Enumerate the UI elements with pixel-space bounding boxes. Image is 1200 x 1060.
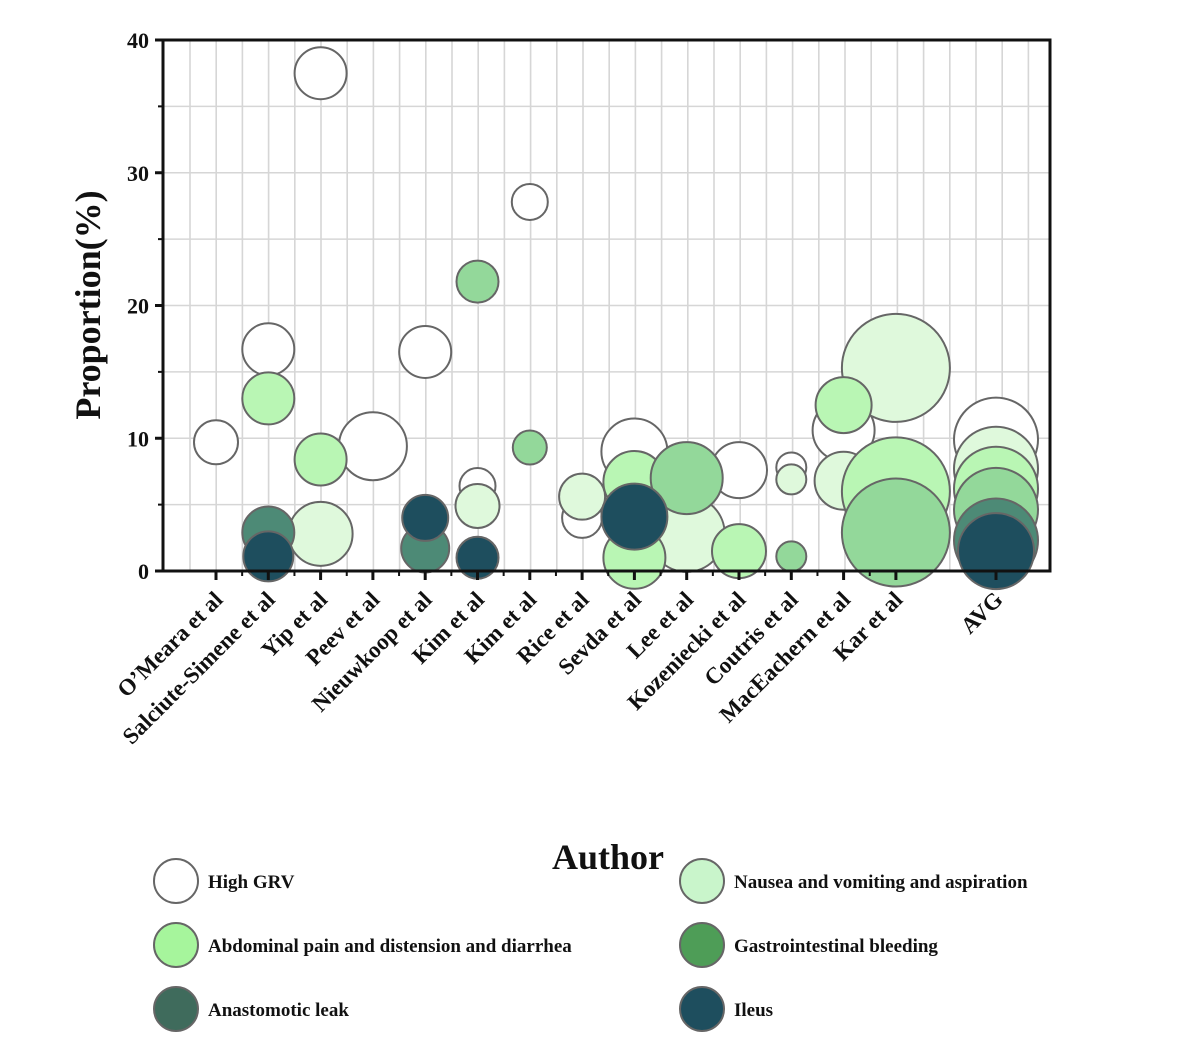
legend-label: High GRV <box>208 872 295 893</box>
y-tick-label: 40 <box>127 28 149 53</box>
y-tick-label: 10 <box>127 426 149 451</box>
legend-swatch <box>679 922 725 968</box>
legend-label: Anastomotic leak <box>208 1000 349 1021</box>
legend-swatch <box>153 986 199 1032</box>
bubble-high-grv-4 <box>398 324 453 379</box>
legend-label: Gastrointestinal bleeding <box>734 936 938 957</box>
legend-label: Abdominal pain and distension and diarrh… <box>208 936 572 957</box>
bubble-high-grv-6 <box>510 182 549 221</box>
legend-label: Ileus <box>734 1000 773 1021</box>
bubble-layer <box>193 46 1039 591</box>
bubble-abdominal-pain-and-distension-and-diarrhea-1 <box>241 371 296 426</box>
bubble-high-grv-2 <box>293 46 348 101</box>
legend-swatch <box>153 922 199 968</box>
bubble-gastrointestinal-bleeding-6 <box>511 429 548 466</box>
bubble-gastrointestinal-bleeding-9 <box>649 441 724 516</box>
bubble-nausea-and-vomiting-and-aspiration-7 <box>558 472 607 521</box>
y-tick-label: 20 <box>127 294 149 319</box>
legend-swatch <box>679 858 725 904</box>
legend-swatch <box>679 986 725 1032</box>
y-axis-title: Proportion(%) <box>68 190 108 419</box>
bubble-high-grv-3 <box>337 411 408 482</box>
legend-label: Nausea and vomiting and aspiration <box>734 872 1028 893</box>
legend-swatch <box>153 858 199 904</box>
y-tick-label: 0 <box>138 559 149 584</box>
x-axis-title: Author <box>552 837 664 877</box>
bubble-nausea-and-vomiting-and-aspiration-11 <box>775 463 808 496</box>
bubble-ileus-8 <box>600 482 669 551</box>
legend: High GRV Nausea and vomiting and aspirati… <box>153 858 1028 1032</box>
bubble-ileus-4 <box>401 493 450 542</box>
y-tick-label: 30 <box>127 161 149 186</box>
bubble-abdominal-pain-and-distension-and-diarrhea-2 <box>293 432 348 487</box>
bubble-high-grv-0 <box>193 419 239 466</box>
bubble-gastrointestinal-bleeding-13 <box>840 477 951 588</box>
bubble-high-grv-1 <box>241 322 296 377</box>
bubble-ileus-1 <box>242 530 295 583</box>
bubble-nausea-and-vomiting-and-aspiration-5 <box>454 482 501 529</box>
bubble-nausea-and-vomiting-and-aspiration-2 <box>287 500 354 567</box>
bubble-abdominal-pain-and-distension-and-diarrhea-12 <box>814 376 873 435</box>
bubble-gastrointestinal-bleeding-5 <box>455 259 500 304</box>
bubble-gastrointestinal-bleeding-11 <box>775 540 808 573</box>
